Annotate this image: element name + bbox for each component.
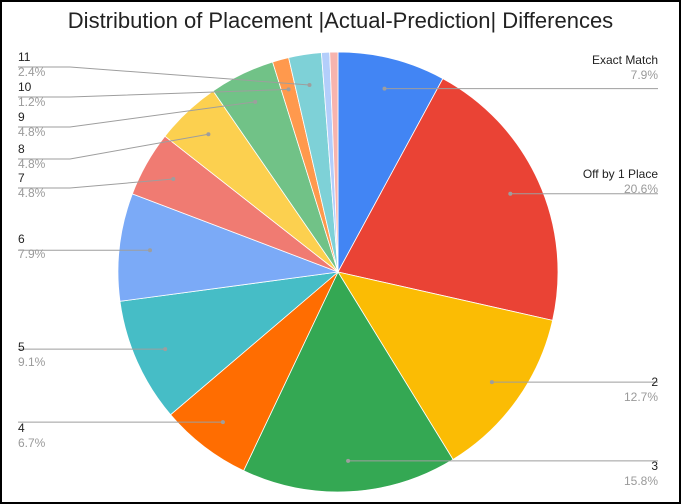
slice-percent-3: 15.8% — [624, 474, 658, 488]
slice-percent-11: 2.4% — [18, 65, 46, 79]
slice-percent-7: 4.8% — [18, 186, 46, 200]
slice-label-2: 2 — [651, 375, 658, 389]
slice-label-4: 4 — [18, 421, 25, 435]
leader-line-11 — [18, 66, 310, 86]
slice-label-6: 6 — [18, 232, 25, 246]
slice-label-3: 3 — [651, 459, 658, 473]
leader-dot-10 — [286, 87, 291, 92]
slice-percent-1: 20.6% — [624, 182, 658, 196]
slice-percent-2: 12.7% — [624, 390, 658, 404]
leader-dot-3 — [346, 458, 351, 463]
slice-label-9: 9 — [18, 110, 25, 124]
leader-dot-9 — [253, 99, 258, 104]
leader-dot-5 — [163, 347, 168, 352]
leader-dot-1 — [508, 191, 513, 196]
chart-title: Distribution of Placement |Actual-Predic… — [67, 8, 614, 33]
leader-dot-0 — [382, 86, 387, 91]
slice-label-8: 8 — [18, 142, 25, 156]
leader-dot-7 — [171, 177, 176, 181]
slice-percent-6: 7.9% — [18, 247, 46, 261]
pie-slice-1 — [337, 78, 559, 321]
slice-percent-0: 7.9% — [631, 68, 659, 82]
slice-label-7: 7 — [18, 171, 25, 185]
slice-label-1: Off by 1 Place — [583, 167, 658, 181]
pie-slice-0 — [337, 51, 444, 273]
slice-label-5: 5 — [18, 340, 25, 354]
leader-line-9 — [18, 101, 256, 128]
leader-dot-6 — [148, 248, 152, 253]
slice-label-0: Exact Match — [592, 53, 658, 67]
leader-dot-8 — [206, 132, 211, 137]
slice-label-11: 11 — [18, 50, 31, 64]
pie-slice-2 — [337, 271, 554, 461]
pie-slice-6 — [117, 193, 339, 302]
leader-line-8 — [18, 133, 209, 160]
slice-percent-9: 4.8% — [18, 125, 46, 139]
leader-line-7 — [18, 178, 174, 189]
slice-percent-10: 1.2% — [18, 95, 46, 109]
leader-line-10 — [18, 88, 289, 98]
pie-slice-3 — [243, 271, 454, 493]
pie-slice-13 — [329, 51, 339, 273]
slice-percent-4: 6.7% — [18, 436, 46, 450]
slice-percent-5: 9.1% — [18, 355, 46, 369]
leader-dot-11 — [307, 83, 312, 87]
leader-dot-4 — [220, 420, 225, 425]
leader-dot-2 — [489, 380, 494, 385]
pie-slice-5 — [119, 271, 340, 416]
slice-percent-8: 4.8% — [18, 157, 46, 171]
slice-label-10: 10 — [18, 80, 32, 94]
